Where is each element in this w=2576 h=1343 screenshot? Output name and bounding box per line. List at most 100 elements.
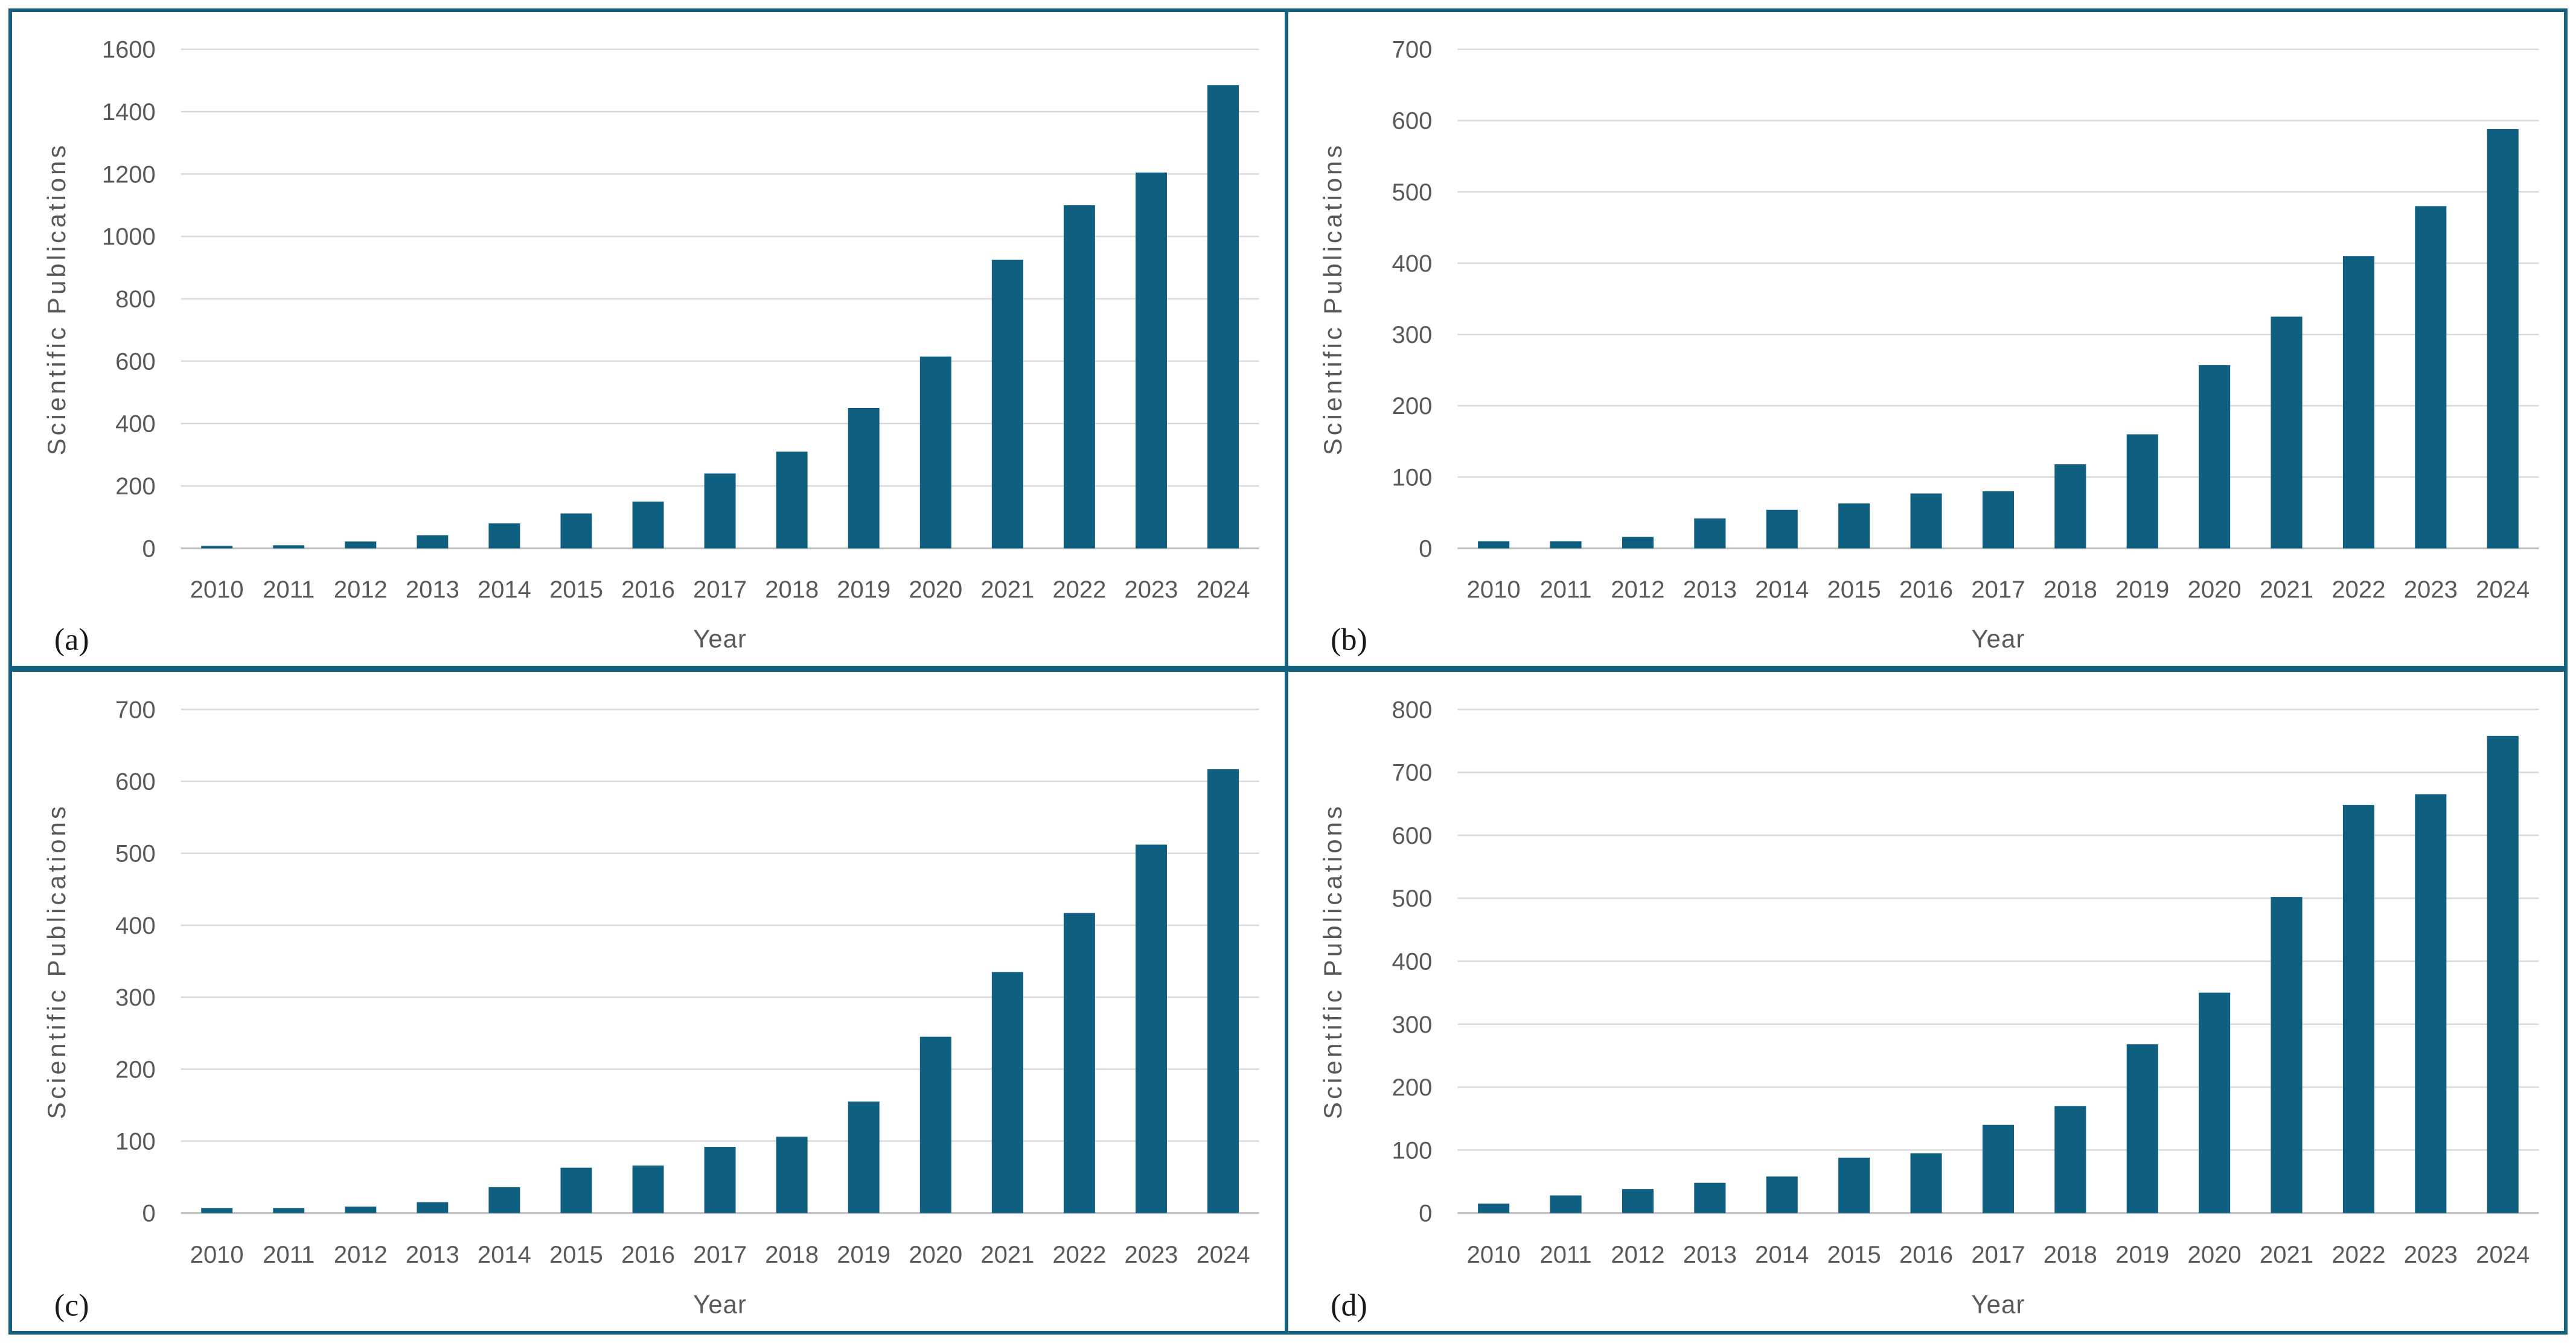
x-tick-label: 2022 [2332,1241,2385,1268]
y-tick-label: 100 [1392,1137,1432,1164]
bar-2016 [1910,1153,1942,1213]
bar-2011 [273,1207,305,1213]
y-tick-label: 0 [1419,536,1432,563]
bar-2020 [919,356,951,549]
bar-2015 [1838,503,1870,549]
bar-2020 [2198,365,2230,549]
y-tick-label: 500 [115,840,156,867]
y-tick-labels: 0 100 200 300 400 500 600 700 [115,697,156,1227]
bar-2010 [1477,541,1509,549]
y-tick-label: 400 [1392,250,1432,277]
x-tick-label: 2014 [478,576,531,603]
bar-2022 [2342,256,2374,549]
x-tick-label: 2017 [693,576,747,603]
x-tick-label: 2021 [980,1241,1034,1268]
x-tick-label: 2020 [2187,576,2241,603]
y-tick-label: 200 [1392,1074,1432,1101]
bar-2016 [1910,493,1942,549]
bar-2023 [2414,206,2446,549]
y-tick-label: 0 [142,535,156,562]
bar-2019 [2126,434,2158,549]
x-tick-label: 2015 [1827,1241,1881,1268]
x-tick-labels: 2010 2011 2012 2013 2014 2015 2016 2017 2018 2019… [1466,576,2530,603]
bar-2013 [1693,1182,1725,1213]
y-tick-label: 100 [115,1128,156,1155]
y-tick-label: 300 [1392,1011,1432,1038]
y-tick-label: 500 [1392,179,1432,206]
y-axis-title: Scientific Publications [1318,142,1347,455]
bar-2016 [632,501,664,549]
x-tick-label: 2013 [1683,1241,1736,1268]
y-tick-label: 300 [115,984,156,1011]
bar-2012 [345,541,377,549]
y-tick-label: 200 [1392,393,1432,419]
gridlines [181,708,1259,1214]
x-tick-label: 2013 [406,1241,459,1268]
x-axis-title: Year [693,625,747,653]
x-tick-label: 2019 [837,1241,890,1268]
y-tick-label: 200 [115,1056,156,1083]
x-tick-label: 2018 [2043,576,2097,603]
x-tick-label: 2023 [1125,576,1178,603]
y-axis-title: Scientific Publications [42,142,71,455]
bar-2017 [1982,1124,2014,1213]
bar-series [201,768,1239,1213]
x-tick-label: 2016 [1899,1241,1952,1268]
x-tick-label: 2012 [1611,1241,1664,1268]
figure-frame: 0 200 400 600 800 1000 1200 1400 1600 2010 2011 201… [8,8,2568,1335]
bar-2016 [632,1165,664,1213]
x-tick-labels: 2010 2011 2012 2013 2014 2015 2016 2017 2018 2019… [190,576,1250,603]
x-tick-label: 2023 [2403,576,2457,603]
x-tick-label: 2022 [1052,576,1106,603]
x-tick-label: 2020 [909,576,962,603]
x-tick-label: 2017 [1971,1241,2025,1268]
y-tick-labels: 0 100 200 300 400 500 600 700 [1392,37,1432,563]
x-axis-title: Year [1971,625,2025,653]
bar-2022 [2342,805,2374,1213]
bar-2018 [776,1136,808,1213]
bar-2020 [2198,992,2230,1213]
x-tick-label: 2018 [765,576,819,603]
bar-2020 [919,1036,951,1213]
x-tick-label: 2011 [263,576,315,603]
panel-letter: (a) [54,623,89,657]
y-tick-label: 1000 [102,224,156,250]
bar-2023 [1135,844,1167,1213]
panel-a: 0 200 400 600 800 1000 1200 1400 1600 2010 2011 201… [12,12,1288,672]
x-tick-label: 2012 [334,1241,388,1268]
y-tick-label: 700 [115,697,156,723]
y-tick-label: 0 [142,1200,155,1227]
bar-2013 [1693,518,1725,549]
y-tick-label: 600 [115,768,156,795]
x-tick-label: 2024 [1197,1241,1250,1268]
x-axis-title: Year [1971,1290,2025,1318]
y-tick-label: 1600 [102,37,156,63]
x-tick-label: 2019 [2115,1241,2169,1268]
panel-d: 0 100 200 300 400 500 600 700 800 2010 2011 2012 201… [1288,671,2564,1331]
y-tick-label: 700 [1392,759,1432,786]
bar-2024 [1207,85,1239,549]
bar-2012 [345,1206,377,1213]
bar-2021 [2270,896,2303,1213]
x-tick-label: 2015 [1827,576,1881,603]
bar-2014 [488,1187,520,1213]
bar-2010 [201,546,233,549]
bar-2019 [848,407,880,549]
bar-2012 [1622,537,1654,549]
y-tick-label: 600 [1392,822,1432,849]
bar-2011 [1550,1195,1582,1213]
x-tick-label: 2016 [621,1241,675,1268]
x-tick-label: 2021 [2259,1241,2313,1268]
y-tick-label: 600 [115,348,156,375]
x-tick-label: 2013 [406,576,459,603]
bar-2018 [2054,1105,2086,1213]
bar-series [1477,129,2519,549]
x-tick-label: 2015 [549,576,603,603]
x-tick-labels: 2010 2011 2012 2013 2014 2015 2016 2017 2018 2019… [190,1241,1250,1268]
panel-letter: (d) [1331,1288,1367,1322]
x-tick-label: 2021 [980,576,1034,603]
